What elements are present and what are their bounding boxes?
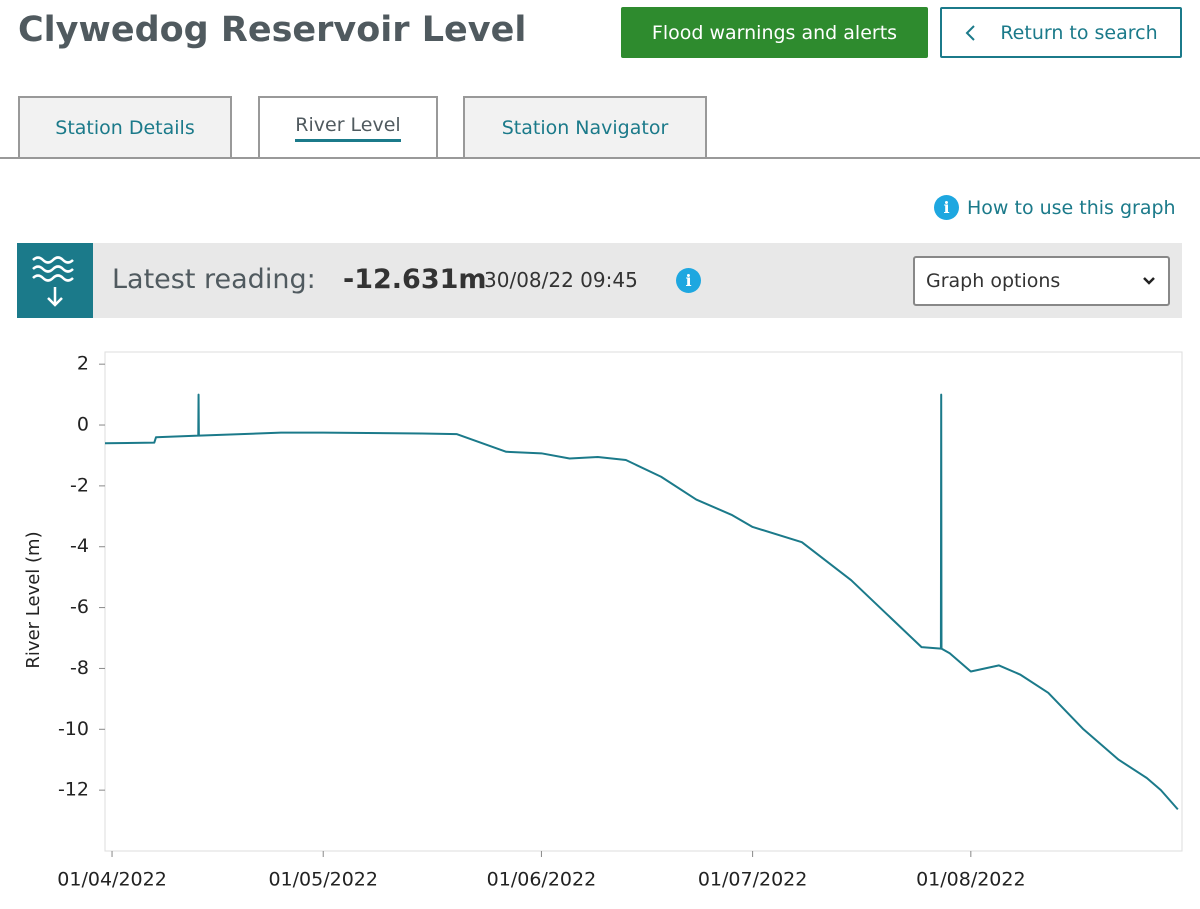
tab[interactable]: Station Details — [18, 96, 232, 158]
tab[interactable]: Station Navigator — [463, 96, 707, 158]
y-tick-label: -6 — [70, 596, 89, 618]
return-label: Return to search — [1000, 21, 1158, 44]
x-tick-label: 01/07/2022 — [698, 869, 808, 891]
chevron-down — [1143, 277, 1155, 285]
reading-time: 30/08/22 09:45 — [484, 268, 638, 292]
tab[interactable]: River Level — [258, 96, 438, 158]
info-icon: i — [934, 195, 959, 220]
reading-value: -12.631m — [343, 264, 487, 295]
help-label: How to use this graph — [967, 196, 1176, 219]
y-tick-label: -8 — [70, 657, 89, 679]
plot-frame — [104, 351, 1183, 852]
x-tick-label: 01/05/2022 — [268, 869, 378, 891]
y-tick-label: 2 — [77, 353, 89, 375]
page-title: Clywedog Reservoir Level — [18, 10, 527, 50]
x-tick-label: 01/08/2022 — [916, 869, 1026, 891]
return-button[interactable]: Return to search — [940, 7, 1182, 58]
y-tick-label: -10 — [58, 718, 89, 740]
y-tick-label: 0 — [77, 414, 89, 436]
help-link[interactable]: i How to use this graph — [934, 195, 1176, 220]
chevron-left — [965, 24, 976, 41]
wave-svg — [32, 256, 74, 307]
graph-options[interactable]: Graph options — [913, 256, 1170, 306]
y-axis-label: River Level (m) — [23, 531, 44, 668]
flood-button[interactable]: Flood warnings and alerts — [621, 7, 928, 58]
y-tick-label: -2 — [70, 474, 89, 496]
y-tick-label: -12 — [58, 779, 89, 801]
x-tick-label: 01/04/2022 — [57, 869, 167, 891]
tab-label: River Level — [295, 114, 401, 142]
tab-rule — [0, 157, 1200, 159]
y-tick-label: -4 — [70, 535, 89, 557]
options-label: Graph options — [926, 270, 1061, 292]
water-icon — [17, 243, 93, 318]
info-icon[interactable]: i — [676, 268, 701, 293]
chart: River Level (m) -12 -10 -8 -6 -4 -2 0 2 01/04/20… — [23, 351, 1183, 891]
x-tick-label: 01/06/2022 — [487, 869, 597, 891]
reading-label: Latest reading: — [112, 264, 316, 295]
level-line — [104, 393, 1179, 811]
